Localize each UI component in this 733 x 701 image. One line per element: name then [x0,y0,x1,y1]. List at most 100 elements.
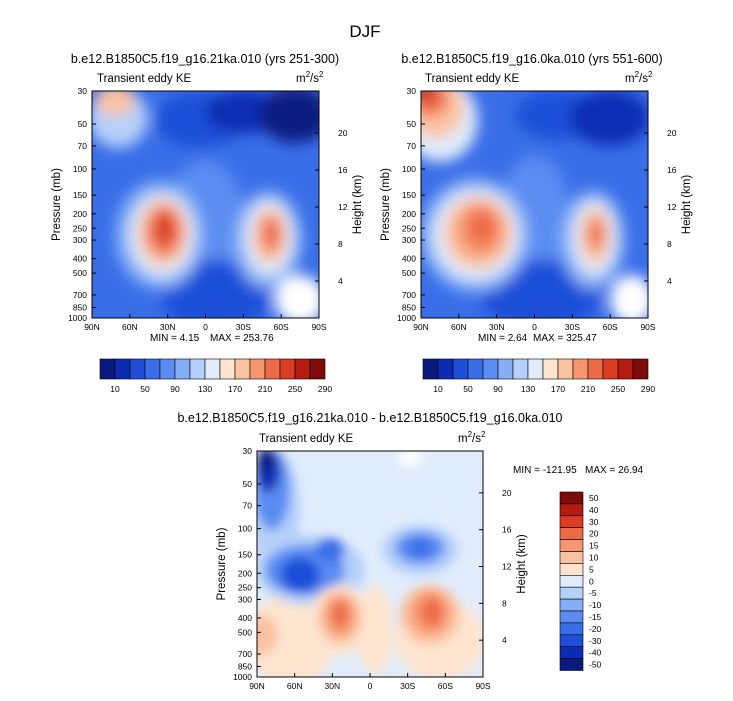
colorbar-3-swatch [559,551,584,564]
colorbar-2-swatch [437,358,454,380]
panel-3-right-tick: 16 [502,525,512,535]
colorbar-1-swatch [99,358,116,380]
panel-2-y-tick: 700 [402,290,416,300]
colorbar-3-label: -5 [589,588,597,598]
colorbar-1-swatch [249,358,266,380]
panel-3-y-tick: 250 [238,583,252,593]
panel-2-x-tick: 90N [413,322,429,332]
panel-2-right-tick: 4 [667,276,672,286]
colorbar-1-swatch [144,358,161,380]
panel-3-x-tick: 0 [368,681,373,691]
colorbar-2-swatch [602,358,619,380]
panel-1-right-tick: 4 [338,276,343,286]
panel-2-right-tick: 20 [667,128,677,138]
panel-3-y-tick: 1000 [233,672,252,682]
panel-1-x-tick: 90N [84,322,100,332]
colorbar-3-label: 10 [589,552,599,562]
colorbar-2-swatch [512,358,529,380]
panel-3-right-tick: 8 [502,598,507,608]
colorbar-1-label: 210 [258,384,272,394]
panel-3-x-tick: 90S [475,681,490,691]
panel-2: b.e12.B1850C5.f19_g16.0ka.010 (yrs 551-6… [401,52,662,344]
colorbar-1-label: 170 [228,384,242,394]
colorbar-3-label: -30 [589,636,602,646]
panel-1-y-tick: 250 [73,223,87,233]
colorbar-1-label: 10 [110,384,120,394]
panel-2-min: MIN = 2.64 [478,333,528,344]
colorbar-1-swatch [279,358,296,380]
panel-1-x-tick: 60N [122,322,138,332]
colorbar-3-swatch [559,491,584,505]
colorbar-2-swatch [422,358,439,380]
colorbar-3-label: -50 [589,660,602,670]
colorbar-2-swatch [467,358,484,380]
panel-2-y-tick: 200 [402,209,416,219]
colorbar-1-swatch [234,358,251,380]
panel-1-field [92,91,319,318]
panel-3-left-string: Transient eddy KE [259,433,354,445]
panel-1-min: MIN = 4.15 [150,333,200,344]
panel-1-y-tick: 70 [78,141,88,151]
colorbar-2-label: 210 [581,384,595,394]
panel-3-right-tick: 4 [502,635,507,645]
panel-2-y-tick: 30 [407,86,417,96]
panel-3-y-tick: 700 [238,649,252,659]
colorbar-2-swatch [542,358,559,380]
colorbar-2-label: 250 [611,384,625,394]
panel-1-y-tick: 850 [73,302,87,312]
panel-3-y-tick: 300 [238,594,252,604]
panel-1-right-tick: 12 [338,202,348,212]
colorbar-1-swatch [189,358,206,380]
panel-2-y-tick: 850 [402,302,416,312]
colorbar-2-swatch [587,358,604,380]
panel-3-y-tick: 150 [238,550,252,560]
colorbar-3-label: 15 [589,541,599,551]
figure-title: DJF [349,22,380,41]
colorbar-1-swatch [309,358,326,380]
panel-3-y-tick: 200 [238,568,252,578]
panel-1-y-tick: 200 [73,209,87,219]
colorbar-1-swatch [264,358,281,380]
panel-1-x-tick: 30N [160,322,176,332]
panel-2-field [421,91,648,318]
panel-3-y-tick: 850 [238,662,252,672]
panel-3-min: MIN = -121.95 [513,465,577,476]
colorbar-1-swatch [129,358,146,380]
colorbar-1-swatch [174,358,191,380]
panel-1-left-string: Transient eddy KE [97,73,192,85]
panel-1-right-tick: 20 [338,128,348,138]
panel-2-left-string: Transient eddy KE [425,73,520,85]
panel-3-y-tick: 400 [238,613,252,623]
colorbar-2-swatch [617,358,634,380]
panel-2-x-tick: 60N [451,322,467,332]
colorbar-3-swatch [559,622,584,636]
colorbar-3-label: -40 [589,648,602,658]
colorbar-3-swatch [559,646,584,659]
colorbar-3-label: 50 [589,493,599,503]
panel-3-field [257,451,483,677]
panel-3-y-tick: 50 [243,479,253,489]
panel-1-title: b.e12.B1850C5.f19_g16.21ka.010 (yrs 251-… [71,52,339,66]
panel-1-x-tick: 90S [311,322,326,332]
panel-1-right-tick: 8 [338,239,343,249]
panel-2-x-tick: 30N [489,322,505,332]
colorbar-2-label: 90 [493,384,503,394]
colorbar-2-label: 290 [641,384,655,394]
colorbar-3-swatch [559,634,584,647]
colorbar-1-swatch [114,358,131,380]
panel-2-title: b.e12.B1850C5.f19_g16.0ka.010 (yrs 551-6… [401,52,662,66]
panel-2-right-tick: 8 [667,239,672,249]
panel-1-right-axis-label: Height (km) [352,175,364,235]
colorbar-1-label: 130 [198,384,212,394]
panel-3-x-tick: 60N [287,681,303,691]
colorbar-2-swatch [632,358,649,380]
colorbar-3-label: -10 [589,600,602,610]
panel-2-y-tick: 70 [407,141,417,151]
panel-2-x-tick: 60S [603,322,618,332]
panel-1-units: m2/s2 [296,70,324,85]
colorbar-3-swatch [559,586,584,600]
axes-and-colorbars: 90N 60N 30N 0 30S 60S 90S305070100150200250300… [51,86,693,691]
panel-1: b.e12.B1850C5.f19_g16.21ka.010 (yrs 251-… [71,52,339,344]
colorbar-3-swatch [559,658,584,671]
colorbar-2-swatch [497,358,514,380]
